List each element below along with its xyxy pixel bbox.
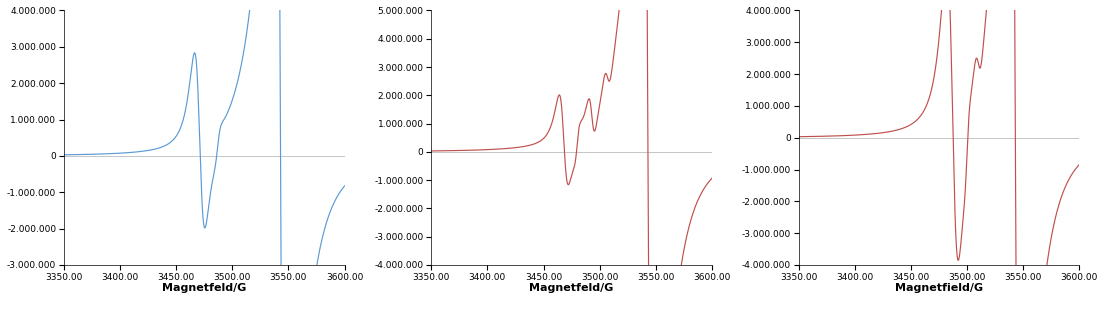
- X-axis label: Magnetfield/G: Magnetfield/G: [895, 283, 983, 293]
- X-axis label: Magnetfeld/G: Magnetfeld/G: [162, 283, 246, 293]
- X-axis label: Magnetfeld/G: Magnetfeld/G: [529, 283, 613, 293]
